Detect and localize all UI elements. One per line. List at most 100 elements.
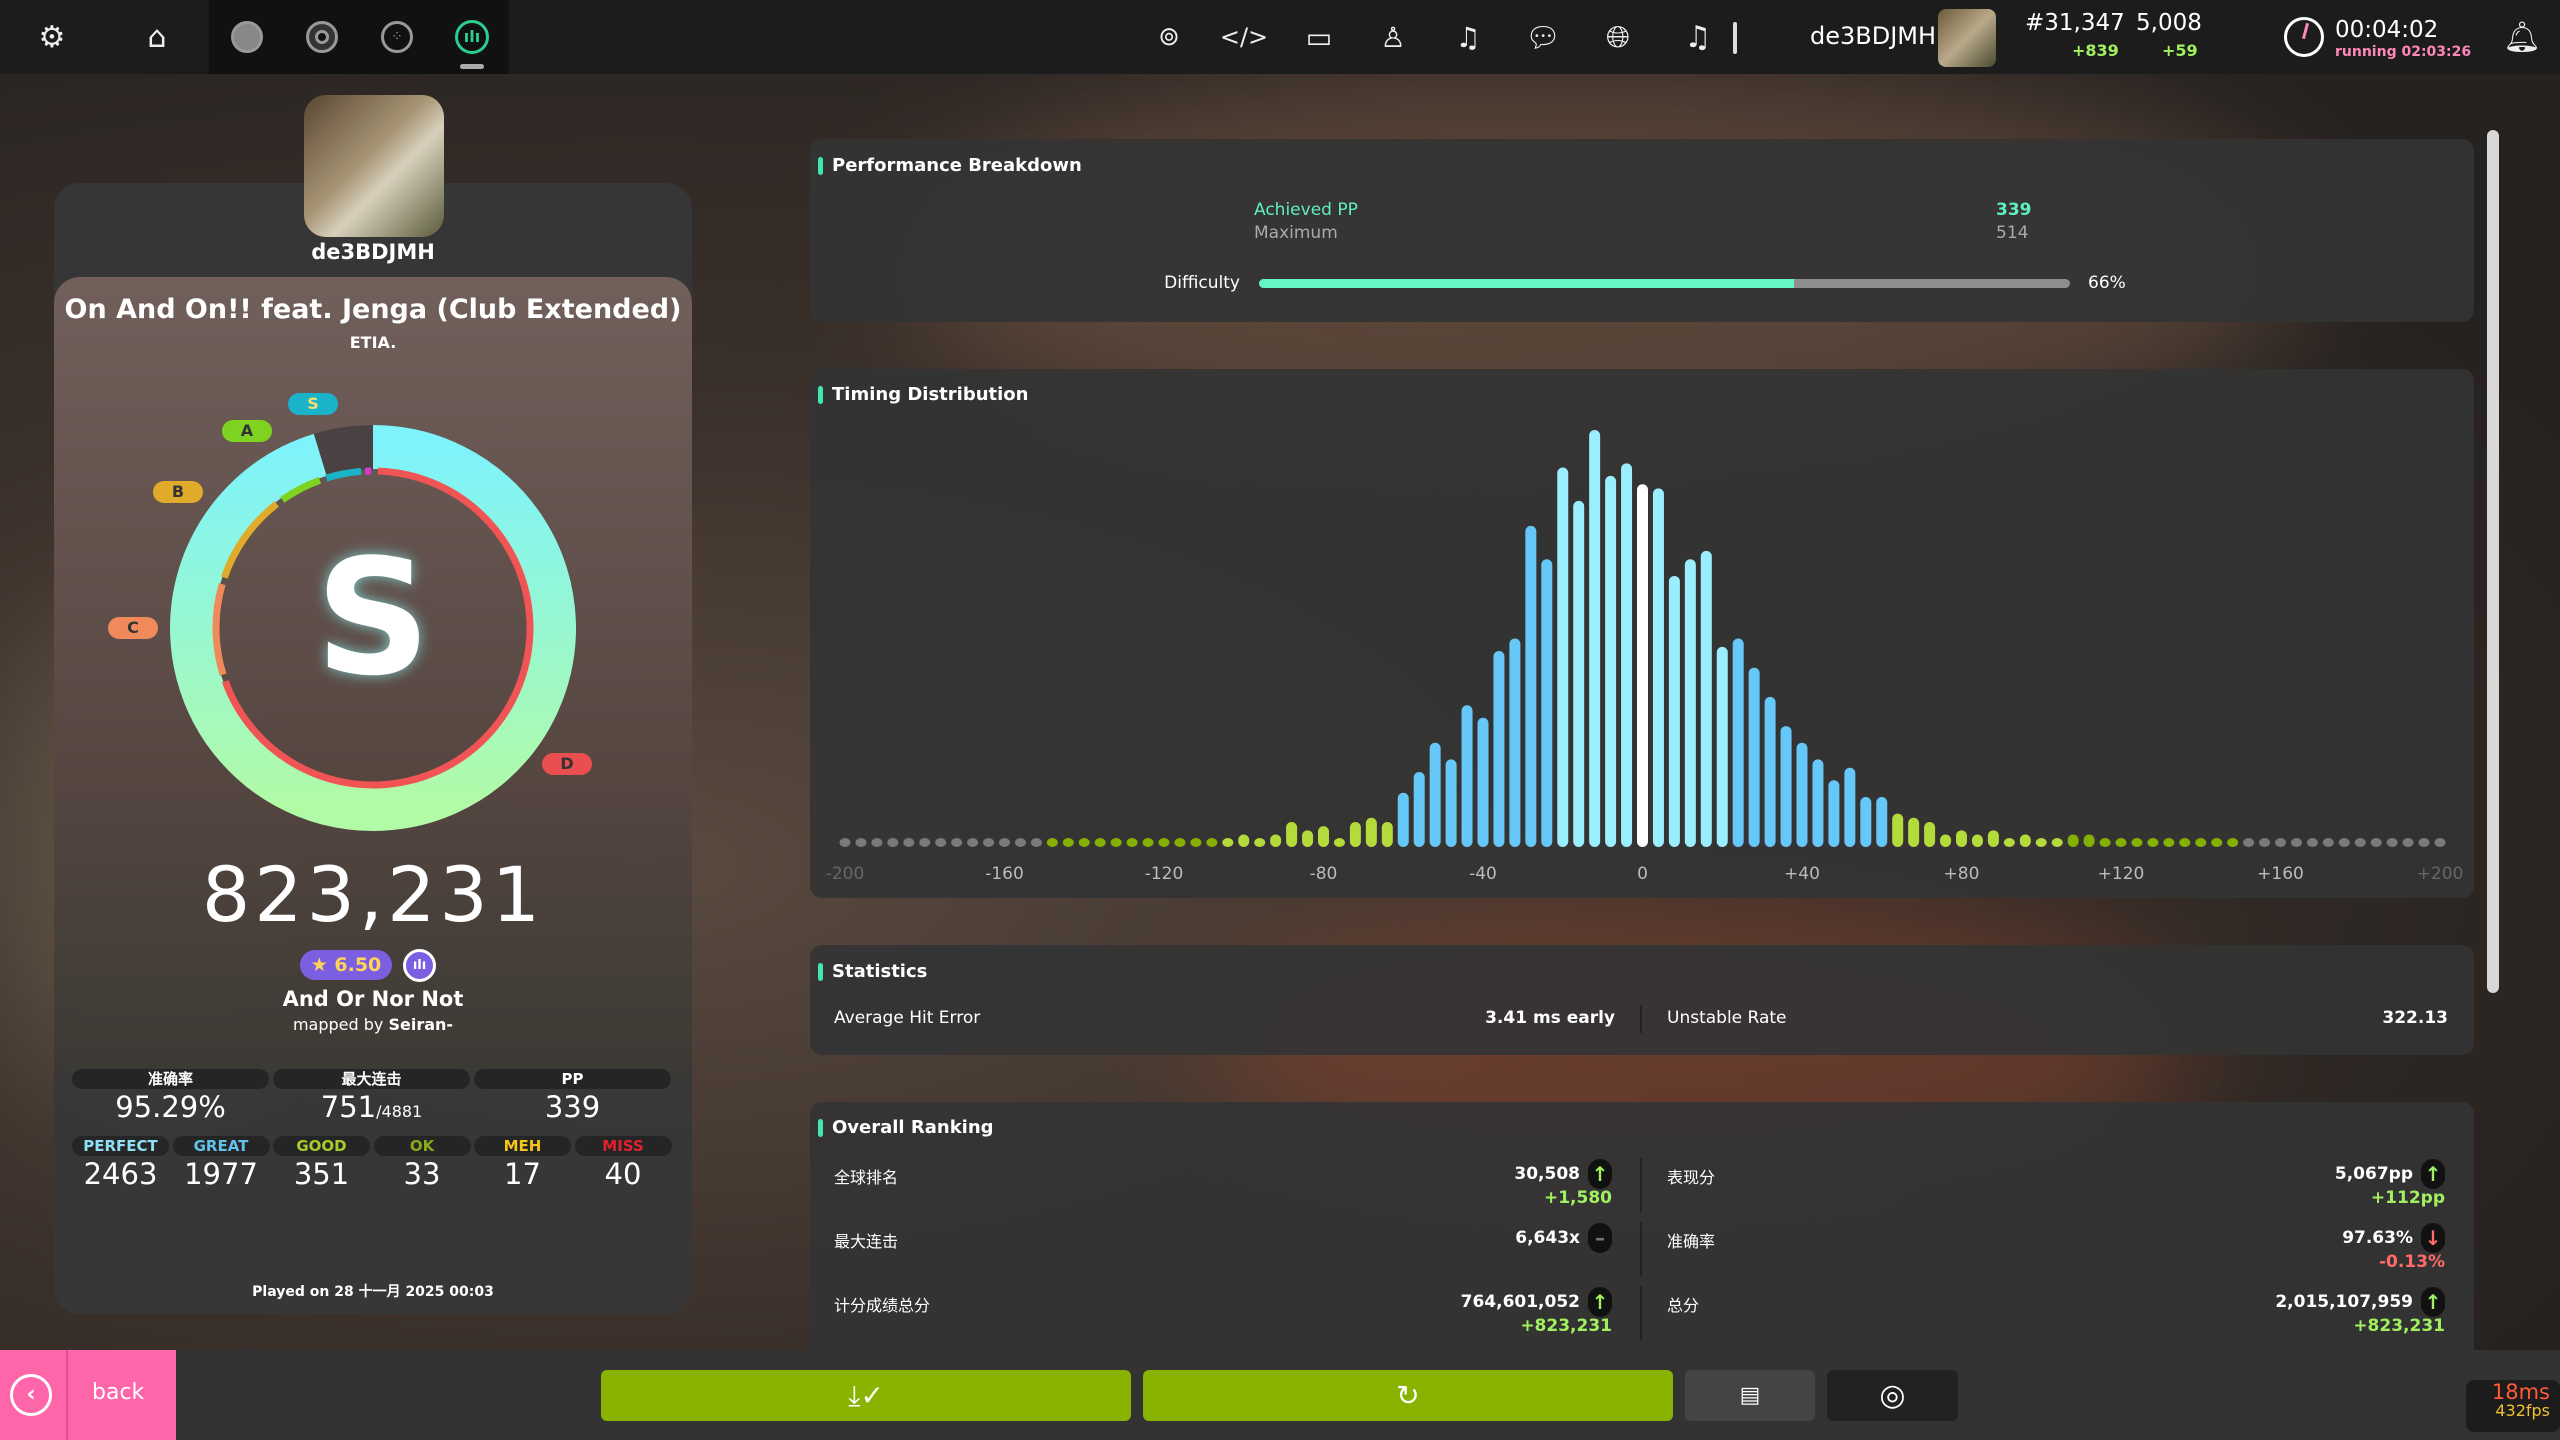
back-label: back (92, 1380, 145, 1405)
mapper-name[interactable]: Seiran- (388, 1015, 454, 1034)
gear-icon[interactable]: ⚙ (38, 19, 66, 55)
histogram-bar (1254, 838, 1266, 847)
difficulty-percent: 66% (2088, 273, 2126, 293)
judgement-label: MISS (574, 1136, 672, 1156)
rank-label-b: B (153, 481, 203, 503)
mode-taiko-icon[interactable] (303, 18, 341, 56)
clock-icon[interactable] (2284, 17, 2324, 57)
rank-segment-d (221, 467, 534, 789)
histogram-bar (1716, 646, 1728, 847)
scrollbar[interactable] (2487, 130, 2499, 993)
histogram-bar (1190, 838, 1202, 847)
judgement-label: OK (373, 1136, 471, 1156)
replay-button[interactable]: ◎ (1827, 1370, 1958, 1421)
histogram-bar (1365, 817, 1377, 847)
song-artist: ETIA. (349, 333, 397, 352)
chat-icon[interactable]: 💬︎ (1525, 20, 1561, 54)
fps-counter: 18ms 432fps (2466, 1380, 2560, 1432)
rss-icon[interactable]: ⊚ (1158, 22, 1180, 52)
histogram-bar (1621, 463, 1633, 847)
tablet-icon[interactable]: ▭ (1305, 20, 1333, 54)
pp-change: +59 (2162, 41, 2198, 60)
histogram-bar (1397, 792, 1409, 847)
header-accuracy: 准确率 (72, 1069, 269, 1089)
histogram-bar (1940, 834, 1952, 847)
histogram-bar (2434, 838, 2446, 847)
mapped-by-label: mapped by (292, 1015, 389, 1034)
judgement-label: GOOD (273, 1136, 370, 1156)
histogram-bar (2402, 838, 2414, 847)
histogram-bar (2067, 834, 2079, 847)
difficulty-bar (1259, 279, 2070, 288)
username[interactable]: de3BDJMH (1810, 22, 1937, 50)
save-replay-button[interactable]: ⤓✓ (601, 1370, 1131, 1421)
divider (1640, 1222, 1642, 1276)
beatmap-listing-icon[interactable]: ♫ (1455, 20, 1481, 54)
pp-value: 339 (544, 1090, 601, 1124)
ranking-label: 计分成绩总分 (834, 1296, 931, 1315)
clock-time[interactable]: 00:04:02 (2335, 17, 2439, 43)
star-rating-badge: ★ 6.50 (300, 950, 392, 980)
histogram-bar (2003, 838, 2015, 847)
average-hit-error-label: Average Hit Error (834, 1008, 981, 1028)
histogram-bar (1062, 838, 1074, 847)
histogram-bar (2354, 838, 2366, 847)
ruleset-mania-icon: ılı (403, 949, 436, 982)
code-icon[interactable]: </> (1219, 23, 1269, 51)
divider (1733, 22, 1737, 54)
notes-button[interactable]: ▤ (1685, 1370, 1815, 1421)
histogram-bar (1637, 484, 1648, 847)
bell-icon[interactable]: 🔔︎ (2502, 19, 2542, 55)
x-tick-label: -80 (1310, 864, 1338, 884)
back-button[interactable]: ‹ back (0, 1350, 176, 1440)
ranking-change: +1,580 (1543, 1188, 1612, 1208)
histogram-bar (1589, 430, 1601, 847)
rank-segment-c (212, 583, 227, 676)
ranking-change: -0.13% (2378, 1252, 2445, 1272)
histogram-bar (1094, 838, 1106, 847)
mode-catch-icon[interactable]: ⁘ (378, 18, 416, 56)
rank-letter: S (315, 524, 431, 711)
player-username[interactable]: de3BDJMH (311, 240, 435, 264)
mode-osu-icon[interactable] (228, 18, 266, 56)
histogram-bar (1509, 638, 1521, 847)
histogram-bar (919, 838, 931, 847)
histogram-bar (1206, 838, 1218, 847)
home-icon[interactable]: ⌂ (147, 19, 167, 55)
ranking-icon[interactable]: ♙ (1380, 20, 1406, 54)
histogram-bar (2115, 838, 2127, 847)
histogram-bar (2035, 838, 2047, 847)
histogram-bar (935, 838, 947, 847)
histogram-bar (2099, 838, 2111, 847)
histogram-bar (2131, 838, 2143, 847)
world-icon[interactable]: 🌐︎ (1606, 19, 1630, 55)
difficulty-label: Difficulty (1164, 273, 1240, 293)
retry-button[interactable]: ↻ (1143, 1370, 1673, 1421)
rank-label-c: C (108, 617, 158, 639)
judgement-label: GREAT (172, 1136, 270, 1156)
histogram-bar (2019, 834, 2031, 847)
accuracy-value: 95.29% (115, 1090, 226, 1124)
music-icon[interactable]: ♫ (1684, 19, 1712, 55)
player-avatar[interactable] (304, 95, 444, 237)
latency: 18ms (2491, 1380, 2550, 1404)
histogram-bar (967, 838, 979, 847)
histogram-bar (1892, 813, 1904, 847)
mapped-by: mapped by Seiran- (54, 1015, 692, 1034)
histogram-bar (1318, 826, 1329, 847)
header-pp: PP (474, 1069, 671, 1089)
divider (1640, 1158, 1642, 1212)
histogram-bar (1573, 500, 1585, 847)
active-mode-indicator (460, 64, 484, 69)
judgement-label: PERFECT (72, 1136, 169, 1156)
mode-mania-icon[interactable]: ılı (453, 18, 491, 56)
histogram-bar (855, 838, 867, 847)
section-title: Performance Breakdown (818, 155, 1082, 176)
back-chevron-icon: ‹ (10, 1374, 52, 1416)
avatar[interactable] (1938, 9, 1996, 67)
trend-up-icon: ↑ (1588, 1287, 1612, 1317)
histogram-bar (1333, 838, 1345, 847)
histogram-bar (839, 838, 851, 847)
judgement-count: 17 (504, 1157, 541, 1191)
divider (1640, 1286, 1642, 1340)
